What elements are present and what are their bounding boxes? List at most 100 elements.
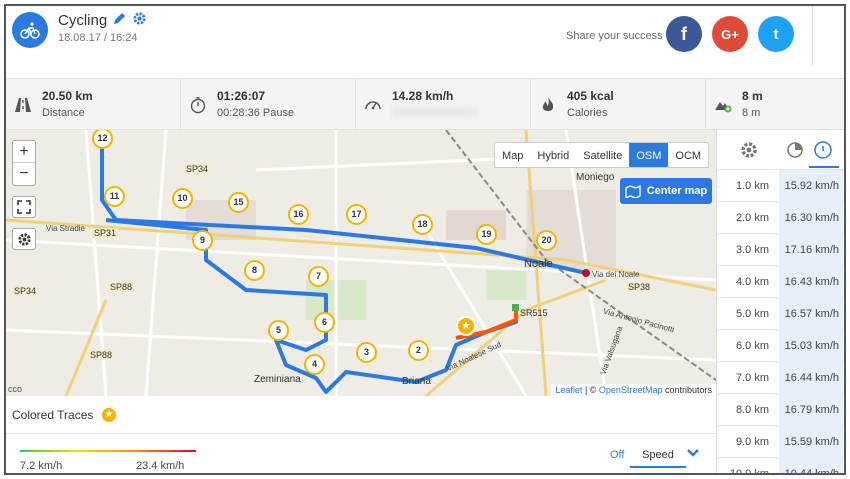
place-label: Zeminiana <box>254 374 301 385</box>
stat-value: 405 kcal <box>567 89 614 103</box>
layer-ocm[interactable]: OCM <box>675 150 702 162</box>
place-label: Noale <box>524 258 553 270</box>
chevron-down-icon[interactable] <box>686 448 700 458</box>
place-label: Moniego <box>576 172 615 183</box>
km-marker[interactable]: 6 <box>314 312 335 333</box>
google-plus-share-button[interactable]: G+ <box>712 16 748 52</box>
fullscreen-icon <box>17 200 31 214</box>
layer-map[interactable]: Map <box>502 150 524 162</box>
start-star-icon[interactable]: ★ <box>456 316 476 336</box>
stat-elevation: 8 m 8 m <box>706 79 844 129</box>
stat-value: 20.50 km <box>42 89 93 103</box>
split-distance: 1.0 km <box>735 180 769 192</box>
split-row: 8.0 km 16.79 km/h <box>717 394 844 426</box>
split-speed: 16.57 km/h <box>779 298 843 330</box>
km-marker[interactable]: 19 <box>476 224 497 245</box>
facebook-share-button[interactable]: f <box>666 16 702 52</box>
stat-duration: 01:26:07 00:28:36 Pause <box>181 79 356 129</box>
gradient-min-label: 7.2 km/h <box>20 460 63 472</box>
km-marker[interactable]: 9 <box>192 230 213 251</box>
km-marker[interactable]: 20 <box>536 230 557 251</box>
osm-link[interactable]: OpenStreetMap <box>598 385 663 395</box>
place-label: Via Stradie <box>46 224 85 233</box>
layer-satellite[interactable]: Satellite <box>583 150 623 162</box>
split-distance: 5.0 km <box>735 308 769 320</box>
gear-icon[interactable] <box>132 11 147 31</box>
cycling-icon <box>12 12 48 48</box>
split-speed: 16.43 km/h <box>779 266 843 298</box>
center-map-button[interactable]: Center map <box>620 178 712 204</box>
road-label: SP88 <box>108 282 135 292</box>
stat-label: 00:28:36 Pause <box>217 107 295 119</box>
split-speed: 16.44 km/h <box>779 362 843 394</box>
stat-calories: 405 kcal Calories <box>531 79 706 129</box>
attribution-sep: | © <box>582 385 599 395</box>
split-row: 3.0 km 17.16 km/h <box>717 234 844 266</box>
gear-icon <box>17 232 31 246</box>
stat-value: 14.28 km/h <box>392 89 454 103</box>
fullscreen-button[interactable] <box>12 196 36 218</box>
stat-value: 01:26:07 <box>217 89 266 103</box>
route-map[interactable]: Moniego Noale Zeminiana Briana Via Noale… <box>6 130 716 396</box>
divider <box>6 433 716 434</box>
km-marker[interactable]: 7 <box>308 266 329 287</box>
map-center-icon <box>625 184 641 198</box>
km-marker[interactable]: 4 <box>304 354 325 375</box>
km-marker[interactable]: 15 <box>228 192 249 213</box>
metric-select[interactable]: Speed <box>630 442 686 468</box>
split-distance: 8.0 km <box>735 404 769 416</box>
split-speed: 16.79 km/h <box>779 394 843 426</box>
off-toggle[interactable]: Off <box>610 449 625 461</box>
splits-rows: 1.0 km 15.92 km/h 2.0 km 16.30 km/h 3.0 km 17… <box>717 170 844 475</box>
km-marker[interactable]: 10 <box>172 188 193 209</box>
road-label: SR515 <box>520 308 548 318</box>
split-distance: 10.0 km <box>729 468 769 475</box>
active-tab-indicator <box>809 166 839 168</box>
split-row: 9.0 km 15.59 km/h <box>717 426 844 458</box>
km-marker[interactable]: 3 <box>356 342 377 363</box>
split-distance: 3.0 km <box>735 244 769 256</box>
activity-header: Cycling 18.08.17 / 16:24 Share your succ… <box>6 6 844 66</box>
km-marker[interactable]: 12 <box>92 130 113 149</box>
km-marker[interactable]: 17 <box>346 204 367 225</box>
layer-hybrid[interactable]: Hybrid <box>537 150 570 162</box>
colored-traces-panel: Colored Traces ★ 7.2 km/h 23.4 km/h Off … <box>6 396 716 473</box>
colored-traces-title: Colored Traces <box>12 408 94 422</box>
attribution-tail: contributors <box>662 385 712 395</box>
zoom-in-button[interactable]: + <box>13 141 35 163</box>
stat-speed: 14.28 km/h <box>356 79 531 129</box>
stat-value: 8 m <box>742 89 763 103</box>
leaflet-link[interactable]: Leaflet <box>555 385 583 395</box>
split-speed: 15.03 km/h <box>779 330 843 362</box>
flame-icon <box>542 97 554 111</box>
split-distance: 4.0 km <box>735 276 769 288</box>
header-divider <box>812 6 813 66</box>
km-marker[interactable]: 5 <box>268 320 289 341</box>
split-row: 2.0 km 16.30 km/h <box>717 202 844 234</box>
km-marker[interactable]: 8 <box>244 260 265 281</box>
map-settings-button[interactable] <box>12 228 36 250</box>
center-map-label: Center map <box>646 185 708 197</box>
split-speed: 15.92 km/h <box>779 170 843 202</box>
road-label: SP34 <box>184 164 211 174</box>
elevation-icon <box>715 102 732 113</box>
twitter-share-button[interactable]: t <box>758 16 794 52</box>
gear-icon[interactable] <box>739 140 759 160</box>
stats-bar: 20.50 km Distance 01:26:07 00:28:36 Paus… <box>6 78 844 130</box>
km-marker[interactable]: 2 <box>408 340 429 361</box>
layer-osm[interactable]: OSM <box>629 143 669 167</box>
road-label: SP31 <box>92 228 119 238</box>
km-marker[interactable]: 11 <box>104 186 125 207</box>
km-marker[interactable]: 16 <box>288 204 309 225</box>
speedometer-tab-icon[interactable] <box>813 140 833 160</box>
pencil-icon[interactable] <box>112 12 126 31</box>
split-speed: 10.44 km/h <box>779 458 843 473</box>
twitter-icon: t <box>773 25 779 43</box>
zoom-out-button[interactable]: − <box>19 165 29 182</box>
activity-title: Cycling <box>58 12 108 29</box>
splits-table: 1.0 km 15.92 km/h 2.0 km 16.30 km/h 3.0 km 17… <box>716 130 844 475</box>
pie-time-icon[interactable] <box>785 140 805 160</box>
km-marker[interactable]: 18 <box>412 214 433 235</box>
split-distance: 7.0 km <box>735 372 769 384</box>
google-plus-icon: G+ <box>721 26 739 42</box>
